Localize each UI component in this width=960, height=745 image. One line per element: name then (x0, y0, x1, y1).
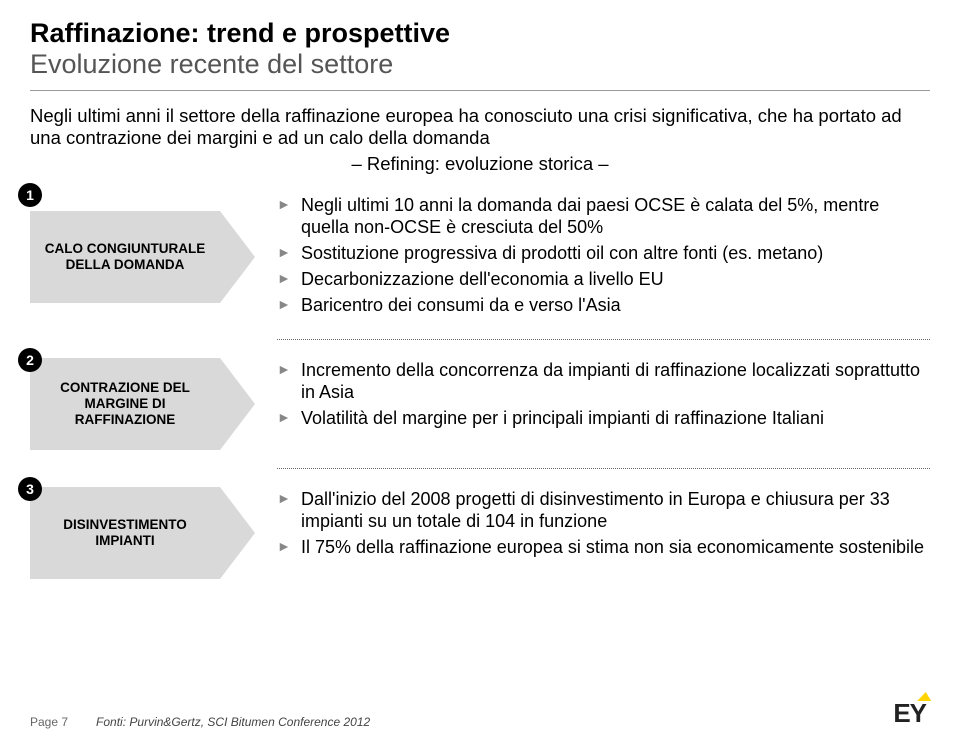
bullet-list: Negli ultimi 10 anni la domanda dai paes… (277, 193, 930, 321)
bullet-item: Volatilità del margine per i principali … (277, 408, 930, 430)
section-label: CONTRAZIONE DEL MARGINE DI RAFFINAZIONE (30, 358, 220, 450)
arrow-block: 1 CALO CONGIUNTURALE DELLA DOMANDA (30, 193, 255, 321)
section-label: CALO CONGIUNTURALE DELLA DOMANDA (30, 193, 220, 321)
intro-text: Negli ultimi anni il settore della raffi… (30, 105, 930, 149)
bullet-item: Decarbonizzazione dell'economia a livell… (277, 269, 930, 291)
title-divider (30, 90, 930, 91)
bullet-item: Negli ultimi 10 anni la domanda dai paes… (277, 195, 930, 239)
sections-container: 1 CALO CONGIUNTURALE DELLA DOMANDA Negli… (30, 193, 930, 579)
ey-logo-icon: EY (893, 698, 930, 729)
bullet-item: Dall'inizio del 2008 progetti di disinve… (277, 489, 930, 533)
bullet-item: Il 75% della raffinazione europea si sti… (277, 537, 930, 559)
bullet-item: Sostituzione progressiva di prodotti oil… (277, 243, 930, 265)
dotted-divider (277, 468, 930, 469)
section-row: 2 CONTRAZIONE DEL MARGINE DI RAFFINAZION… (30, 358, 930, 450)
section-row: 1 CALO CONGIUNTURALE DELLA DOMANDA Negli… (30, 193, 930, 321)
bullet-list: Incremento della concorrenza da impianti… (277, 358, 930, 450)
refining-heading: – Refining: evoluzione storica – (30, 153, 930, 175)
arrow-block: 3 DISINVESTIMENTO IMPIANTI (30, 487, 255, 579)
section-row: 3 DISINVESTIMENTO IMPIANTI Dall'inizio d… (30, 487, 930, 579)
sources-text: Fonti: Purvin&Gertz, SCI Bitumen Confere… (96, 715, 370, 729)
page-title: Raffinazione: trend e prospettive (30, 18, 930, 49)
bullet-item: Baricentro dei consumi da e verso l'Asia (277, 295, 930, 317)
arrow-block: 2 CONTRAZIONE DEL MARGINE DI RAFFINAZION… (30, 358, 255, 450)
bullet-list: Dall'inizio del 2008 progetti di disinve… (277, 487, 930, 579)
bullet-item: Incremento della concorrenza da impianti… (277, 360, 930, 404)
section-label: DISINVESTIMENTO IMPIANTI (30, 487, 220, 579)
page-subtitle: Evoluzione recente del settore (30, 49, 930, 80)
footer: Page 7 Fonti: Purvin&Gertz, SCI Bitumen … (30, 698, 930, 729)
page-number: Page 7 (30, 715, 68, 729)
dotted-divider (277, 339, 930, 340)
